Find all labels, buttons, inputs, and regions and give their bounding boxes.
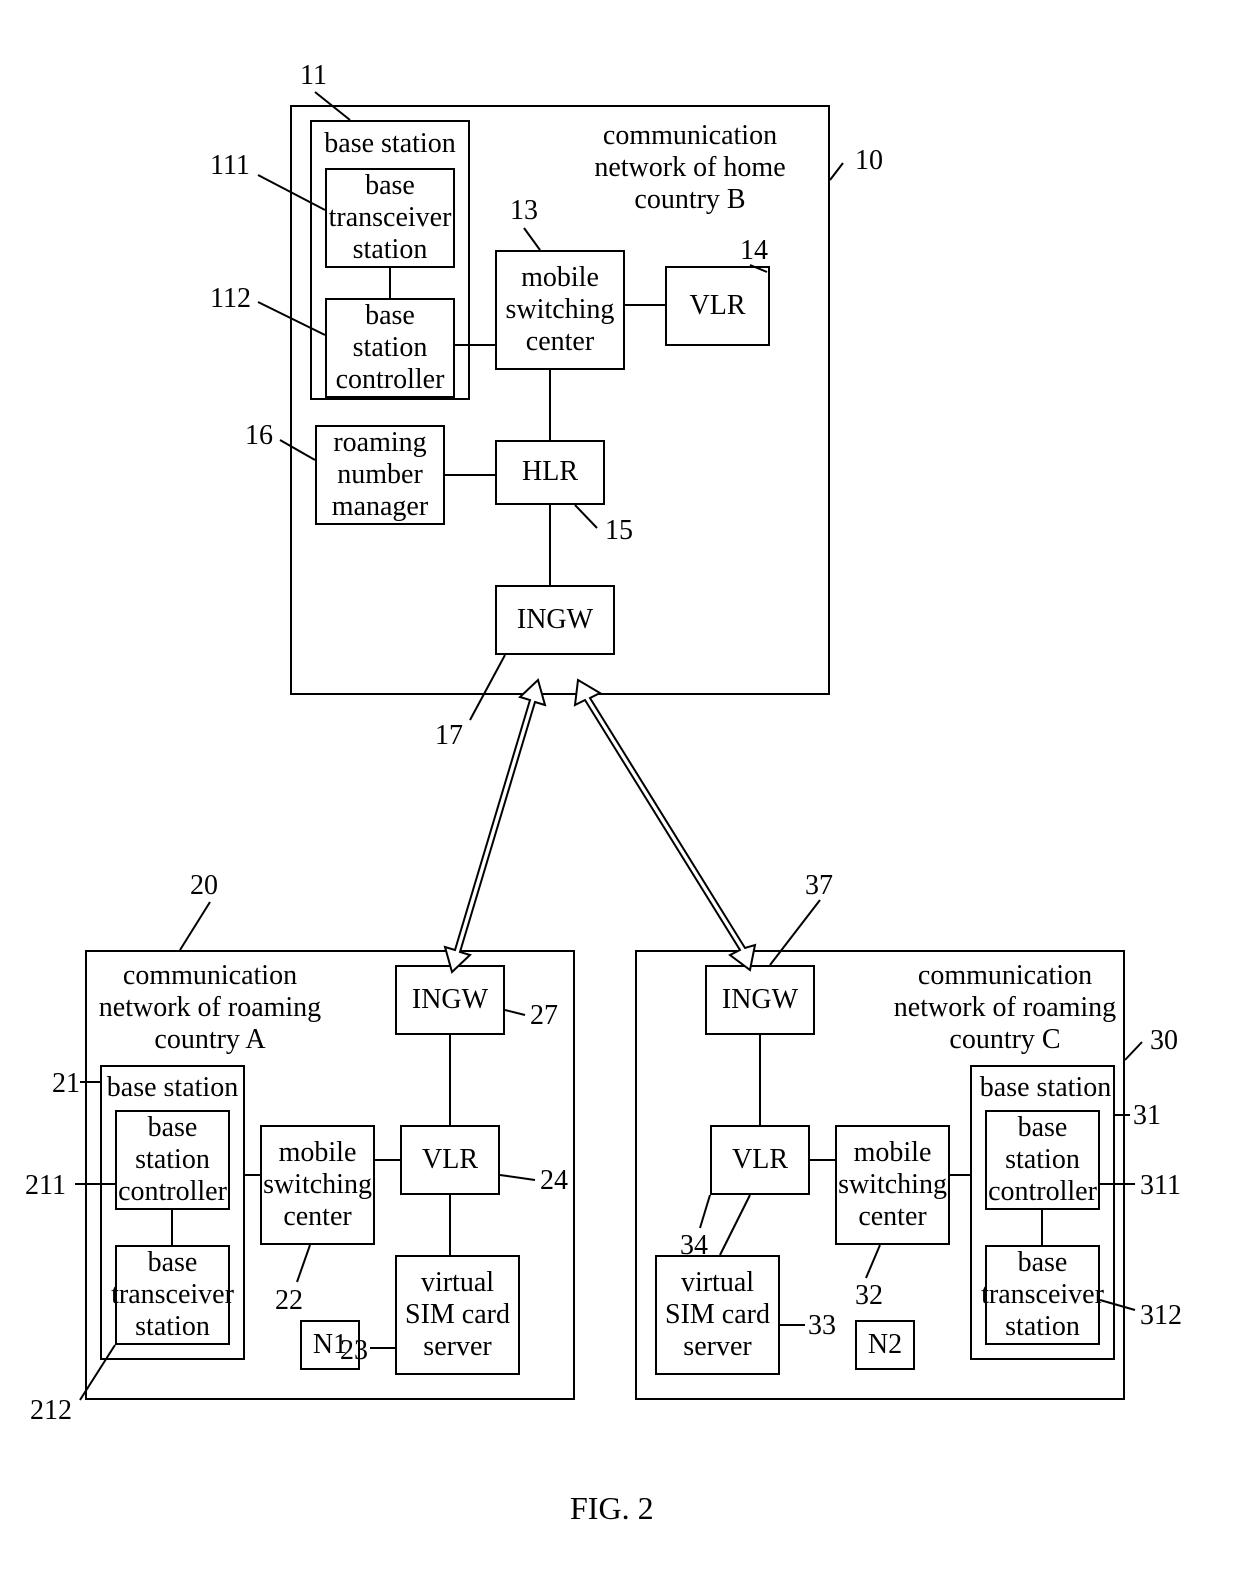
ref-14: 14 (740, 235, 768, 267)
ref-212: 212 (30, 1395, 72, 1427)
ref-11: 11 (300, 60, 327, 92)
roamA-base-station-label: base station (105, 1072, 240, 1104)
roamC-vsim: virtual SIM card server (655, 1255, 780, 1375)
ref-33: 33 (808, 1310, 836, 1342)
ref-34: 34 (680, 1230, 708, 1262)
ref-112: 112 (210, 283, 251, 315)
ref-27: 27 (530, 1000, 558, 1032)
ref-20: 20 (190, 870, 218, 902)
roamA-ingw: INGW (395, 965, 505, 1035)
ref-24: 24 (540, 1165, 568, 1197)
home-hlr: HLR (495, 440, 605, 505)
ref-10: 10 (855, 145, 883, 177)
roamC-title: communication network of roaming country… (890, 960, 1120, 1057)
roamA-bsc: base station controller (115, 1110, 230, 1210)
home-vlr: VLR (665, 266, 770, 346)
ref-211: 211 (25, 1170, 66, 1202)
roamC-bsc: base station controller (985, 1110, 1100, 1210)
ref-30: 30 (1150, 1025, 1178, 1057)
home-ingw: INGW (495, 585, 615, 655)
figure-caption: FIG. 2 (570, 1490, 654, 1527)
ref-23: 23 (340, 1335, 368, 1367)
ref-21: 21 (52, 1068, 80, 1100)
roamA-msc: mobile switching center (260, 1125, 375, 1245)
diagram-canvas: communication network of home country B … (0, 0, 1240, 1575)
roamA-vsim: virtual SIM card server (395, 1255, 520, 1375)
roamC-msc: mobile switching center (835, 1125, 950, 1245)
home-bsc: base station controller (325, 298, 455, 398)
ref-32: 32 (855, 1280, 883, 1312)
ref-37: 37 (805, 870, 833, 902)
ref-17: 17 (435, 720, 463, 752)
roamA-bts: base transceiver station (115, 1245, 230, 1345)
roamC-bts: base transceiver station (985, 1245, 1100, 1345)
home-network-title: communication network of home country B (570, 120, 810, 217)
roamC-n2: N2 (855, 1320, 915, 1370)
home-bts: base transceiver station (325, 168, 455, 268)
roamC-ingw: INGW (705, 965, 815, 1035)
roamC-base-station-label: base station (978, 1072, 1113, 1104)
ref-111: 111 (210, 150, 250, 182)
home-rnm: roaming number manager (315, 425, 445, 525)
roamC-vlr: VLR (710, 1125, 810, 1195)
ref-16: 16 (245, 420, 273, 452)
home-msc: mobile switching center (495, 250, 625, 370)
ref-311: 311 (1140, 1170, 1181, 1202)
ref-15: 15 (605, 515, 633, 547)
roamA-title: communication network of roaming country… (95, 960, 325, 1057)
roamA-vlr: VLR (400, 1125, 500, 1195)
ref-31: 31 (1133, 1100, 1161, 1132)
home-base-station-label: base station (318, 128, 462, 160)
ref-312: 312 (1140, 1300, 1182, 1332)
ref-22: 22 (275, 1285, 303, 1317)
ref-13: 13 (510, 195, 538, 227)
